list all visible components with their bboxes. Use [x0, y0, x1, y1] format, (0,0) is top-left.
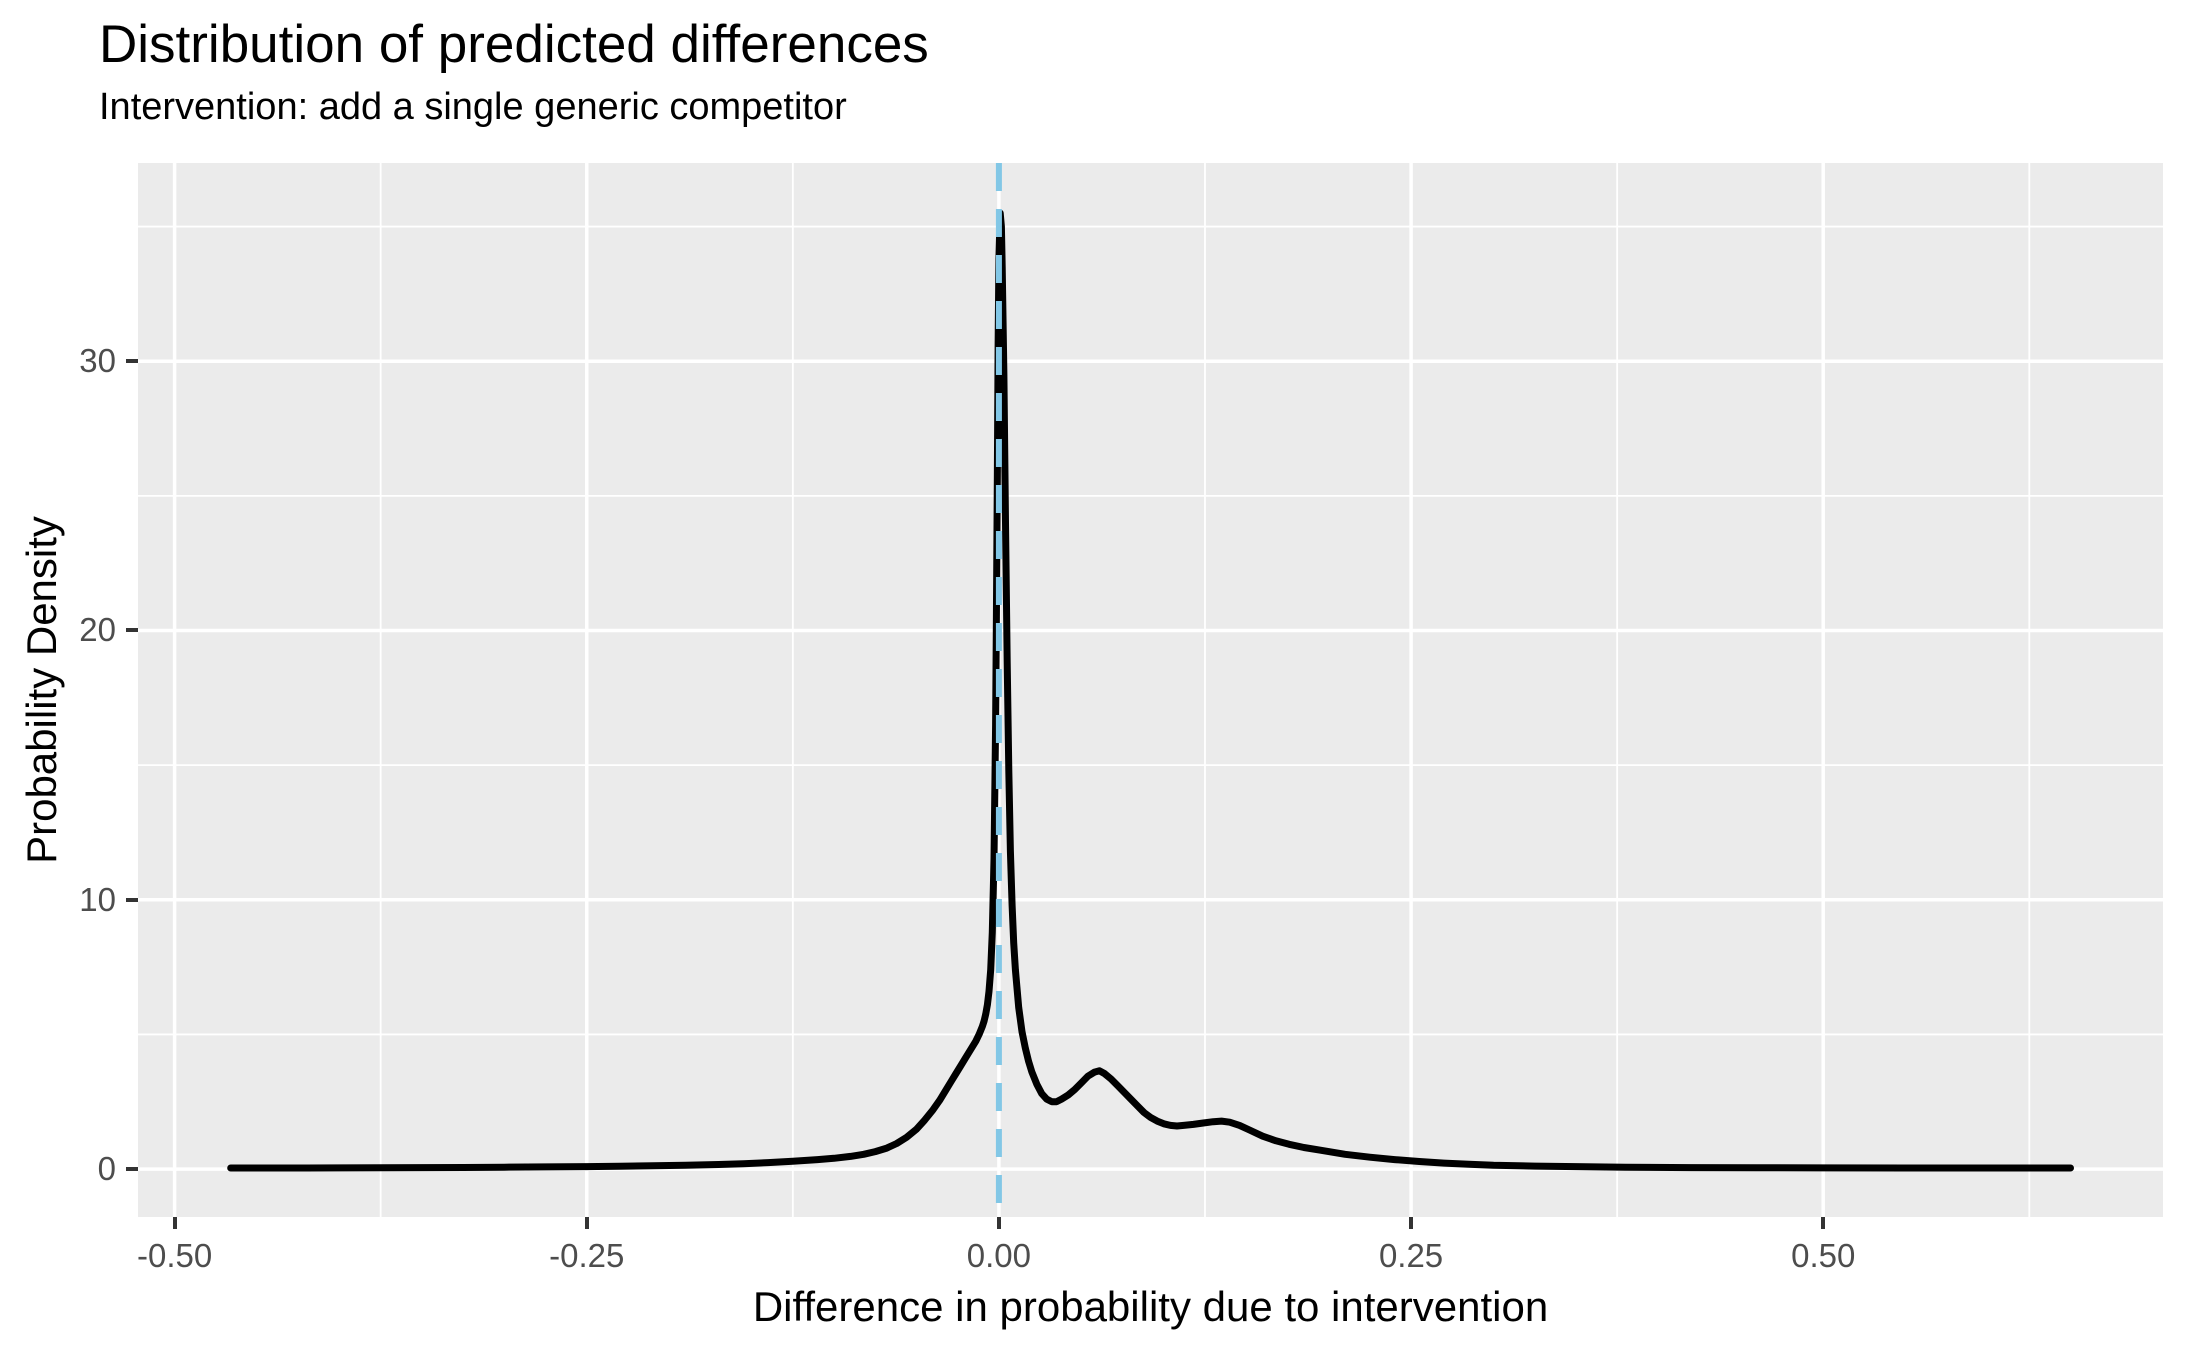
- x-tick-mark: [172, 1217, 177, 1229]
- y-axis-title: Probability Density: [18, 516, 65, 864]
- plot-panel: [138, 163, 2163, 1217]
- x-tick-label: 0.50: [1791, 1237, 1856, 1274]
- y-tick-label: 0: [97, 1150, 116, 1188]
- x-axis-title: Difference in probability due to interve…: [752, 1283, 1549, 1330]
- page-title: Distribution of predicted differences: [99, 15, 929, 74]
- y-tick-mark: [126, 628, 138, 633]
- y-tick-mark: [126, 897, 138, 902]
- plot-svg: [138, 163, 2163, 1217]
- y-tick-label: 10: [79, 880, 116, 918]
- x-tick-label: -0.25: [549, 1237, 625, 1274]
- y-tick-label: 30: [79, 342, 116, 380]
- y-tick-label: 20: [79, 611, 116, 649]
- density-curve: [227, 209, 2074, 1172]
- x-tick-mark: [1409, 1217, 1414, 1229]
- page-subtitle: Intervention: add a single generic compe…: [99, 86, 847, 128]
- minor-gridlines: [138, 163, 2163, 1217]
- x-tick-mark: [584, 1217, 589, 1229]
- y-tick-mark: [126, 359, 138, 364]
- x-tick-label: -0.50: [136, 1237, 213, 1274]
- x-tick-label: 0.00: [966, 1237, 1032, 1274]
- x-tick-mark: [996, 1217, 1001, 1229]
- x-tick-mark: [1821, 1217, 1826, 1229]
- major-gridlines: [138, 163, 2163, 1217]
- x-tick-label: 0.25: [1378, 1237, 1444, 1274]
- y-tick-mark: [126, 1167, 138, 1172]
